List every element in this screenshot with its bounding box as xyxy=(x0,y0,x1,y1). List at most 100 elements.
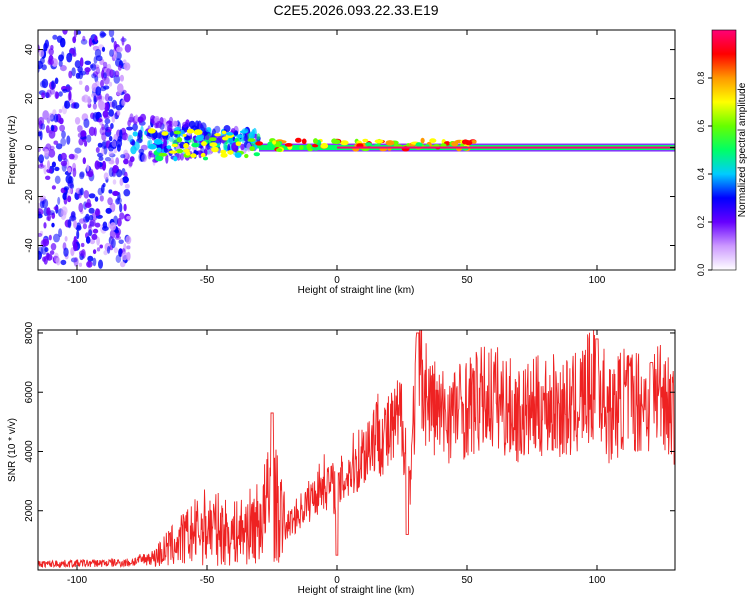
heatmap-cell xyxy=(70,257,78,263)
heatmap-cell xyxy=(123,203,127,212)
ridge-blob xyxy=(155,155,164,162)
heatmap-cell xyxy=(41,78,49,89)
ridge-blob xyxy=(276,148,283,152)
heatmap-cell xyxy=(61,51,65,60)
ridge-blob xyxy=(320,142,329,149)
heatmap-cell xyxy=(46,216,50,221)
ridge-blob xyxy=(247,138,256,142)
ridge-blob xyxy=(313,138,318,144)
heatmap-cell xyxy=(78,80,83,85)
heatmap-cell xyxy=(79,171,85,178)
heatmap-cell xyxy=(96,247,101,252)
heatmap-cell xyxy=(42,110,50,120)
heatmap-cell xyxy=(113,247,118,254)
heatmap-cell xyxy=(75,72,81,79)
heatmap-cell xyxy=(108,109,114,117)
heatmap-cell xyxy=(116,169,123,178)
heatmap-cell xyxy=(103,76,110,85)
heatmap-cell xyxy=(74,117,81,125)
ridge-blob xyxy=(440,143,447,148)
heatmap-cell xyxy=(115,157,120,166)
heatmap-cell xyxy=(95,66,101,75)
heatmap-cell xyxy=(128,134,133,143)
heatmap-cell xyxy=(55,257,59,264)
heatmap-cell xyxy=(112,190,119,196)
ridge-blob xyxy=(222,136,229,141)
ridge-blob xyxy=(255,141,263,146)
heatmap-cell xyxy=(53,113,59,123)
heatmap-cell xyxy=(128,116,135,123)
heatmap-cell xyxy=(132,131,138,137)
ridge-blob xyxy=(201,141,207,147)
heatmap-cell xyxy=(104,123,109,132)
ridge-blob xyxy=(183,142,189,149)
heatmap-cell xyxy=(103,250,108,256)
heatmap-cell xyxy=(214,125,221,134)
heatmap-cell xyxy=(106,68,112,77)
heatmap-cell xyxy=(111,99,118,109)
heatmap-cell xyxy=(74,147,82,154)
ridge-blob xyxy=(147,128,156,134)
heatmap-cell xyxy=(51,185,57,190)
heatmap-cell xyxy=(101,132,107,141)
heatmap-cell xyxy=(105,207,112,214)
heatmap-cell xyxy=(119,129,123,140)
heatmap-cell xyxy=(86,164,90,172)
figure-title: C2E5.2026.093.22.33.E19 xyxy=(273,2,438,18)
heatmap-cell xyxy=(114,229,119,234)
heatmap-cell xyxy=(38,154,44,164)
heatmap-cell xyxy=(94,160,101,170)
heatmap-cell xyxy=(48,129,56,139)
heatmap-cell xyxy=(103,85,110,90)
heatmap-cell xyxy=(103,72,107,79)
heatmap-cell xyxy=(84,60,92,65)
ridge-core xyxy=(337,146,675,149)
heatmap-cell xyxy=(67,92,71,102)
heatmap-cell xyxy=(88,207,95,214)
heatmap-cell xyxy=(51,161,57,168)
ridge-blob xyxy=(237,134,243,139)
ridge-blob xyxy=(161,131,169,136)
heatmap-cell xyxy=(85,236,91,244)
heatmap-cell xyxy=(88,229,93,237)
spectrogram-xtick-label: 100 xyxy=(589,275,606,286)
heatmap-cell xyxy=(47,116,51,124)
ridge-blob xyxy=(173,156,178,162)
ridge-blob xyxy=(182,133,187,137)
heatmap-cell xyxy=(240,143,245,150)
heatmap-cell xyxy=(103,172,109,180)
heatmap-cell xyxy=(73,220,78,229)
snr-panel: -100 -50 0 50 100 2000 4000 6000 8000 Height of … xyxy=(7,321,676,596)
snr-xtick-label: -50 xyxy=(200,575,215,586)
snr-ytick-label: 4000 xyxy=(24,440,35,463)
heatmap-cell xyxy=(108,160,115,165)
ridge-blob xyxy=(234,152,242,158)
heatmap-cell xyxy=(46,207,51,215)
heatmap-cell xyxy=(73,30,77,38)
heatmap-cell xyxy=(64,236,68,242)
heatmap-cell xyxy=(200,146,205,154)
heatmap-cell xyxy=(40,239,47,248)
heatmap-cell xyxy=(89,219,96,227)
heatmap-cell xyxy=(126,126,134,131)
ridge-blob xyxy=(220,149,227,154)
snr-ytick-label: 6000 xyxy=(24,381,35,404)
heatmap-cell xyxy=(46,254,53,261)
heatmap-cell xyxy=(114,70,120,78)
heatmap-cell xyxy=(97,142,103,148)
heatmap-cell xyxy=(85,213,90,222)
heatmap-cell xyxy=(75,225,82,231)
heatmap-cell xyxy=(48,234,52,241)
heatmap-cell xyxy=(146,132,154,139)
heatmap-cell xyxy=(50,243,57,251)
heatmap-cell xyxy=(102,221,108,229)
heatmap-cell xyxy=(112,50,118,59)
heatmap-cell xyxy=(101,148,105,156)
heatmap-cell xyxy=(88,37,92,47)
ridge-blob xyxy=(191,142,200,148)
heatmap-cell xyxy=(76,229,80,240)
heatmap-cell xyxy=(138,148,145,154)
colorbar-tick-label: 0.8 xyxy=(696,72,706,85)
heatmap-cell xyxy=(171,120,179,126)
ridge-blob xyxy=(451,141,459,147)
